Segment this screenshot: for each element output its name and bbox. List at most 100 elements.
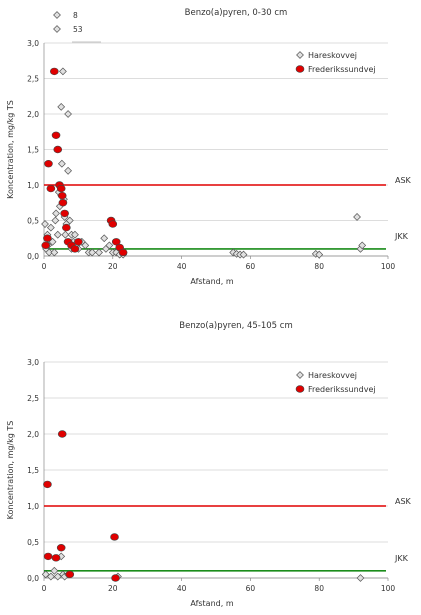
data-point: [57, 191, 67, 200]
data-point: [61, 230, 70, 239]
x-tick-label: 60: [246, 584, 256, 593]
y-tick-label: 1,0: [27, 181, 39, 190]
legend-label: Hareskovvej: [308, 51, 357, 60]
ref-line-label-ask: ASK: [395, 176, 412, 185]
top-legend-label: 53: [73, 25, 83, 34]
top-legend-marker: [53, 25, 61, 33]
top-legend-marker: [53, 11, 61, 19]
data-point: [358, 241, 367, 250]
y-tick-label: 3,0: [27, 358, 39, 367]
data-point: [62, 223, 71, 232]
y-tick-label: 0,5: [27, 538, 39, 547]
x-tick-label: 20: [108, 584, 118, 593]
x-tick-label: 40: [177, 262, 187, 271]
data-point: [46, 184, 56, 193]
x-axis-label: Afstand, m: [190, 277, 233, 286]
x-tick-label: 0: [42, 584, 47, 593]
data-point: [64, 110, 72, 118]
ref-line-label-jkk: JKK: [394, 554, 409, 563]
legend-label: Frederikssundvej: [308, 65, 376, 74]
x-tick-label: 100: [381, 584, 396, 593]
y-tick-label: 2,0: [27, 430, 39, 439]
data-point: [51, 131, 61, 140]
data-point: [53, 145, 63, 154]
legend-label: Frederikssundvej: [308, 385, 376, 394]
legend-marker: [295, 65, 305, 73]
series-frederikssundvej: [43, 430, 120, 582]
y-tick-label: 0,0: [27, 574, 39, 583]
y-tick-label: 1,0: [27, 502, 39, 511]
data-point: [70, 245, 80, 253]
legend: Hareskovvej Frederikssundvej: [295, 371, 376, 394]
data-point: [41, 570, 50, 579]
y-tick-label: 3,0: [27, 39, 39, 48]
data-point: [57, 159, 66, 168]
ref-line-label-ask: ASK: [395, 497, 412, 506]
data-point: [46, 223, 55, 232]
x-tick-label: 20: [108, 262, 118, 271]
data-point: [58, 199, 68, 207]
data-point: [112, 248, 121, 257]
legend: Hareskovvej Frederikssundvej: [295, 51, 376, 74]
y-tick-label: 2,5: [27, 75, 39, 84]
chart-title: Benzo(a)pyren, 45-105 cm: [179, 321, 292, 331]
data-point: [50, 566, 59, 575]
data-point: [356, 574, 365, 582]
data-point: [50, 248, 59, 257]
data-point: [51, 554, 61, 562]
x-tick-label: 100: [381, 262, 396, 271]
data-point: [108, 220, 118, 228]
data-point: [105, 241, 114, 250]
data-point: [88, 248, 97, 257]
data-point: [118, 248, 128, 257]
data-point: [239, 250, 248, 259]
data-point: [100, 234, 109, 243]
data-point: [53, 572, 62, 581]
data-point: [43, 480, 52, 489]
legend-marker: [296, 371, 304, 379]
chart-panel-2: Benzo(a)pyren, 45-105 cm 0,0 0,5 1,0 1,5 2,0 2…: [6, 321, 412, 608]
data-point: [74, 238, 83, 246]
series-hareskovvej: [41, 67, 367, 259]
legend-marker: [296, 51, 304, 59]
data-point: [46, 572, 55, 581]
data-point: [52, 209, 60, 218]
series-hareskovvej: [41, 552, 365, 582]
legend-marker: [295, 385, 305, 393]
series-frederikssundvej: [41, 67, 128, 257]
data-point: [315, 250, 324, 259]
data-point: [50, 67, 59, 76]
data-point: [43, 552, 53, 561]
data-point: [57, 103, 66, 111]
x-tick-label: 40: [177, 584, 187, 593]
top-legend: 8 53: [53, 11, 101, 43]
data-point: [45, 248, 54, 257]
data-point: [71, 230, 79, 239]
y-tick-label: 0,5: [27, 217, 39, 226]
x-tick-label: 60: [246, 262, 256, 271]
data-point: [44, 160, 53, 168]
x-tick-label: 0: [42, 262, 47, 271]
data-point: [110, 533, 119, 541]
data-point: [53, 230, 62, 239]
y-axis-label: Koncentration, mg/kg TS: [6, 421, 15, 520]
data-point: [41, 220, 49, 228]
x-tick-label: 80: [314, 262, 324, 271]
x-tick-label: 80: [314, 584, 324, 593]
data-point: [51, 216, 60, 225]
ref-line-label-jkk: JKK: [394, 232, 409, 241]
data-point: [111, 574, 120, 582]
y-tick-label: 1,5: [27, 146, 39, 155]
data-point: [57, 430, 67, 438]
data-point: [41, 241, 51, 250]
chart-panel-1: Benzo(a)pyren, 0-30 cm 0,0 0,5 1,0 1,5 2,0 2,5…: [6, 8, 412, 286]
chart-title: Benzo(a)pyren, 0-30 cm: [185, 8, 288, 18]
data-point: [64, 166, 72, 175]
y-tick-label: 2,5: [27, 394, 39, 403]
data-point: [81, 241, 90, 250]
y-tick-label: 2,0: [27, 110, 39, 119]
data-point: [353, 213, 361, 221]
y-tick-label: 0,0: [27, 252, 39, 261]
y-tick-label: 1,5: [27, 466, 39, 475]
